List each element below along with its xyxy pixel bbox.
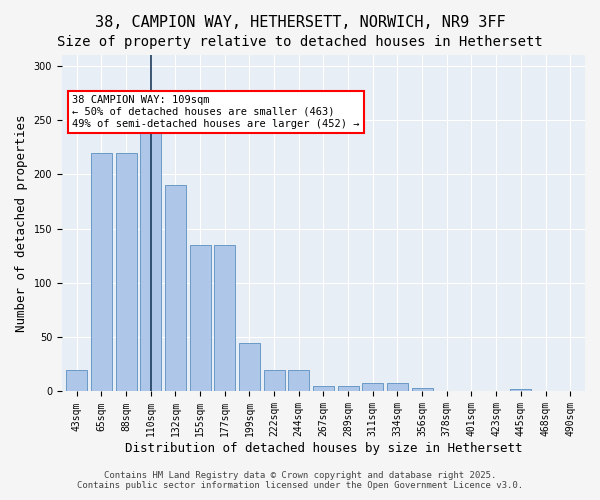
Bar [362, 383, 383, 392]
Bar [338, 386, 359, 392]
Bar [239, 342, 260, 392]
Bar [511, 390, 532, 392]
Text: 38 CAMPION WAY: 109sqm
← 50% of detached houses are smaller (463)
49% of semi-de: 38 CAMPION WAY: 109sqm ← 50% of detached… [73, 96, 360, 128]
Y-axis label: Number of detached properties: Number of detached properties [15, 114, 28, 332]
Text: 38, CAMPION WAY, HETHERSETT, NORWICH, NR9 3FF: 38, CAMPION WAY, HETHERSETT, NORWICH, NR… [95, 15, 505, 30]
Bar [387, 383, 408, 392]
Bar [190, 245, 211, 392]
Text: Contains HM Land Registry data © Crown copyright and database right 2025.
Contai: Contains HM Land Registry data © Crown c… [77, 470, 523, 490]
Bar [313, 386, 334, 392]
Bar [165, 185, 186, 392]
Bar [288, 370, 309, 392]
Bar [412, 388, 433, 392]
Bar [66, 370, 87, 392]
Text: Size of property relative to detached houses in Hethersett: Size of property relative to detached ho… [57, 35, 543, 49]
Bar [116, 152, 137, 392]
Bar [91, 152, 112, 392]
Bar [214, 245, 235, 392]
X-axis label: Distribution of detached houses by size in Hethersett: Distribution of detached houses by size … [125, 442, 522, 455]
Bar [263, 370, 284, 392]
Bar [140, 126, 161, 392]
